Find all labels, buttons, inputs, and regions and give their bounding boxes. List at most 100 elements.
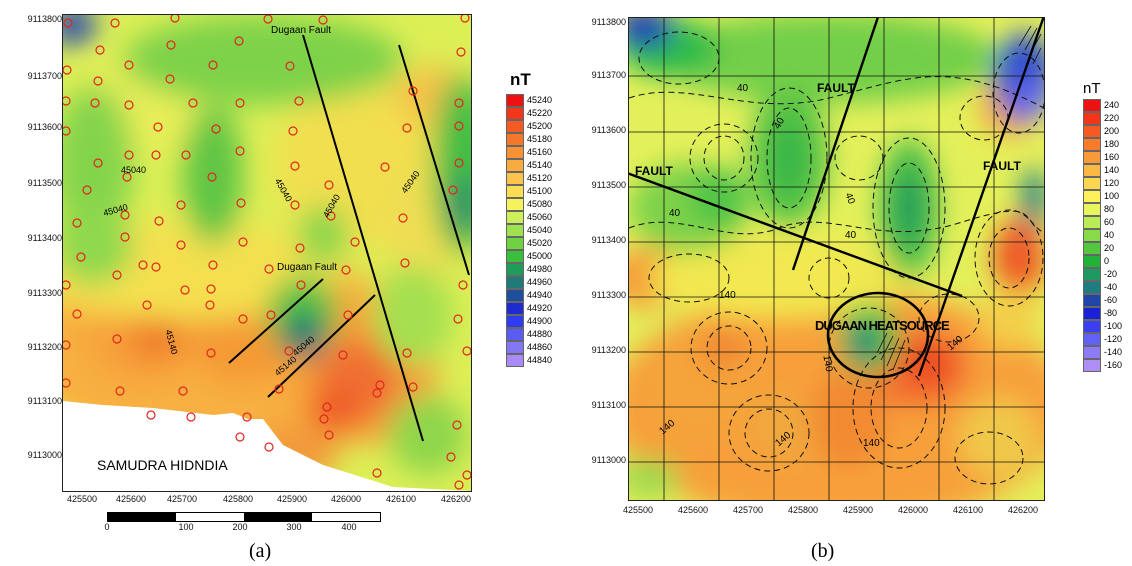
legend-label: 240	[1104, 100, 1120, 110]
scale-tick: 200	[232, 522, 248, 532]
legend-label: 40	[1104, 230, 1115, 240]
legend-label: -160	[1104, 360, 1123, 370]
legend-label: 44920	[527, 303, 553, 313]
legend-swatch	[506, 237, 524, 250]
legend-label: 45200	[527, 121, 553, 131]
legend-label: 45180	[527, 134, 553, 144]
fault-lines-a	[228, 34, 470, 442]
legend-swatch	[1083, 229, 1101, 242]
legend-label: 45120	[527, 173, 553, 183]
contour-label: 40	[845, 230, 857, 241]
x-tick: 425600	[677, 505, 709, 515]
y-tick: 9113000	[591, 455, 626, 465]
y-tick: 9113800	[27, 14, 62, 24]
scale-tick: 100	[178, 522, 194, 532]
legend-swatch	[506, 133, 524, 146]
legend-label: 120	[1104, 178, 1120, 188]
legend-label: 45060	[527, 212, 553, 222]
fault-label: FAULT	[635, 164, 673, 178]
x-tick: 425700	[166, 494, 198, 504]
legend-swatch	[506, 289, 524, 302]
legend-swatch	[506, 185, 524, 198]
legend-label: 44980	[527, 264, 553, 274]
legend-swatch	[506, 107, 524, 120]
y-tick: 9113400	[591, 235, 626, 245]
contour-label: 140	[719, 290, 736, 301]
legend-swatch	[1083, 151, 1101, 164]
legend-swatch	[506, 354, 524, 367]
y-tick: 9113300	[27, 288, 62, 298]
legend-swatch	[506, 146, 524, 159]
legend-swatch	[1083, 359, 1101, 372]
coast-area	[63, 401, 471, 491]
magnetic-map-b: FAULT FAULT FAULT DUGAAN HEATSOURCE 40 4…	[628, 17, 1045, 501]
legend-swatch	[1083, 138, 1101, 151]
x-tick: 425600	[115, 494, 147, 504]
y-tick: 9113400	[27, 233, 62, 243]
panel-b: FAULT FAULT FAULT DUGAAN HEATSOURCE 40 4…	[565, 0, 1132, 566]
x-tick: 425500	[622, 505, 654, 515]
grid-lines-b	[629, 18, 1044, 500]
legend-swatch	[1083, 112, 1101, 125]
legend-swatch	[506, 172, 524, 185]
y-tick: 9113200	[591, 345, 626, 355]
legend-label: -60	[1104, 295, 1118, 305]
fault-label-mid: Dugaan Fault	[277, 262, 338, 273]
legend-label: 44960	[527, 277, 553, 287]
legend-swatch	[1083, 203, 1101, 216]
x-tick: 425800	[787, 505, 819, 515]
heat-source-label: DUGAAN HEATSOURCE	[815, 318, 950, 333]
legend-swatch	[506, 276, 524, 289]
fault-label-top: Dugaan Fault	[271, 25, 332, 36]
legend-label: 45080	[527, 199, 553, 209]
y-tick: 9113000	[27, 450, 62, 460]
heat-source-outline	[826, 291, 930, 379]
legend-swatch	[1083, 320, 1101, 333]
x-tick: 425800	[222, 494, 254, 504]
x-tick: 426200	[440, 494, 472, 504]
legend-swatch	[1083, 242, 1101, 255]
legend-swatch	[1083, 190, 1101, 203]
legend-label: 20	[1104, 243, 1115, 253]
y-tick: 9113600	[27, 122, 62, 132]
legend-label: 44860	[527, 342, 553, 352]
magnetic-anomaly-raster-b	[629, 18, 1044, 500]
y-tick: 9113700	[27, 71, 62, 81]
scale-bar	[107, 512, 381, 522]
y-tick: 9113200	[27, 342, 62, 352]
legend-label: -100	[1104, 321, 1123, 331]
legend-swatch	[1083, 125, 1101, 138]
legend-swatch	[1083, 216, 1101, 229]
legend-label: 180	[1104, 139, 1120, 149]
legend-swatch	[506, 198, 524, 211]
legend-label: 80	[1104, 204, 1115, 214]
contour-label: 45040	[121, 165, 147, 175]
y-tick: 9113300	[591, 290, 626, 300]
y-tick: 9113800	[591, 17, 626, 27]
y-tick: 9113100	[27, 396, 62, 406]
caption-b: (b)	[811, 540, 835, 562]
fault-label: FAULT	[983, 159, 1021, 173]
legend-label: 45240	[527, 95, 553, 105]
legend-swatch	[1083, 177, 1101, 190]
legend-swatch	[1083, 294, 1101, 307]
scale-tick: 400	[341, 522, 357, 532]
legend-label: -20	[1104, 269, 1118, 279]
legend-label: 160	[1104, 152, 1120, 162]
caption-a: (a)	[249, 540, 272, 562]
x-tick: 426100	[385, 494, 417, 504]
contour-label: 40	[669, 208, 681, 219]
legend-unit-a: nT	[510, 70, 531, 89]
legend-swatch	[506, 302, 524, 315]
legend-swatch	[1083, 99, 1101, 112]
legend-label: 45220	[527, 108, 553, 118]
legend-label: 44900	[527, 316, 553, 326]
coast-label: SAMUDRA HIDNDIA	[97, 457, 228, 473]
hatching-b	[876, 25, 1042, 371]
legend-label: -80	[1104, 308, 1118, 318]
legend-swatch	[506, 224, 524, 237]
legend-swatch	[1083, 164, 1101, 177]
legend-label: 45040	[527, 225, 553, 235]
y-tick: 9113500	[27, 178, 62, 188]
legend-swatch	[506, 250, 524, 263]
